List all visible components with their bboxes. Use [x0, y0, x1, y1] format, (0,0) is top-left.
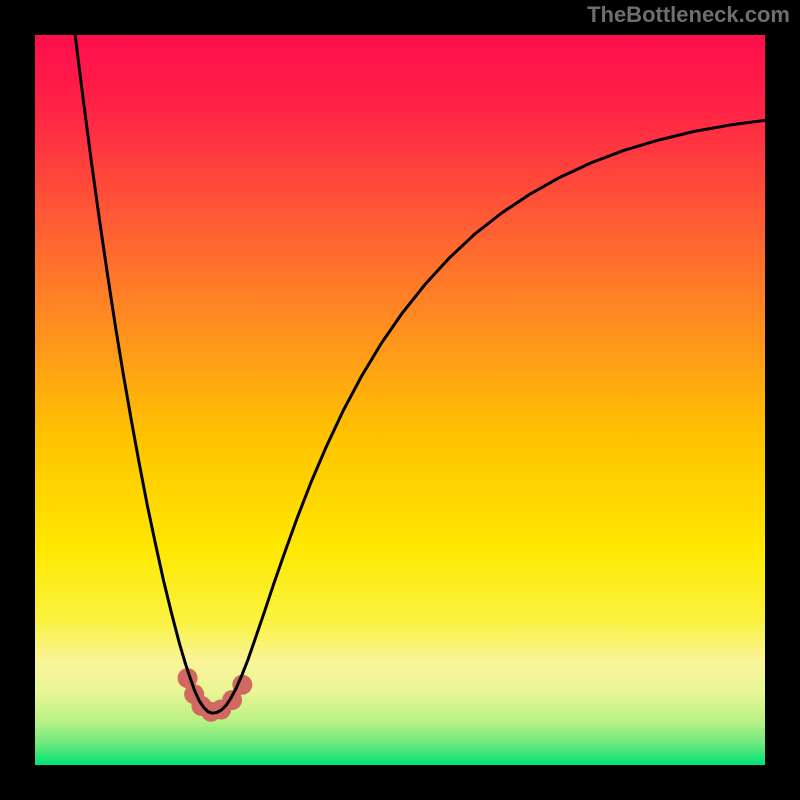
gradient-chart — [35, 35, 765, 765]
chart-background — [35, 35, 765, 765]
watermark-text: TheBottleneck.com — [587, 2, 790, 28]
figure-frame: TheBottleneck.com — [0, 0, 800, 800]
plot-area — [35, 35, 765, 765]
